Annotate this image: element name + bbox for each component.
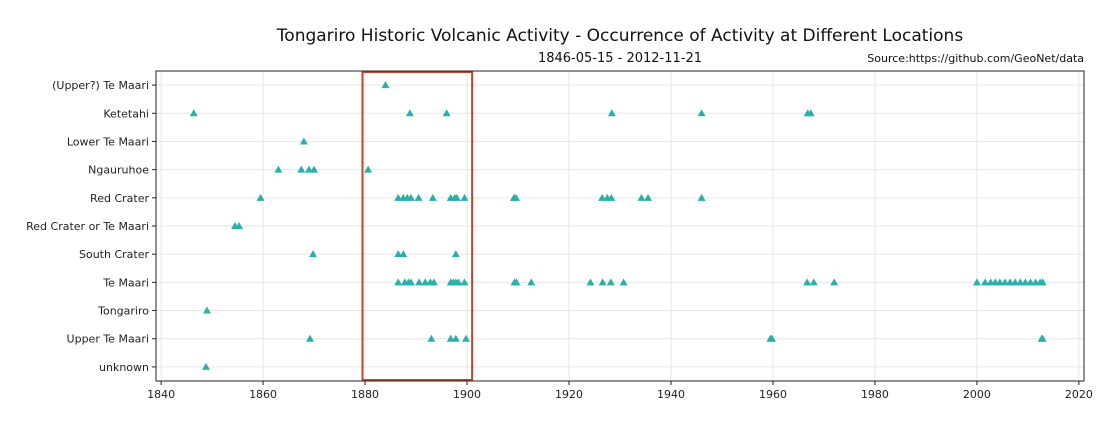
chart-title: Tongariro Historic Volcanic Activity - O… bbox=[276, 26, 964, 46]
data-point bbox=[394, 250, 403, 258]
data-point bbox=[972, 278, 981, 286]
data-point bbox=[202, 306, 211, 314]
highlight-box bbox=[361, 71, 474, 381]
data-point bbox=[421, 278, 430, 286]
data-point bbox=[309, 250, 318, 258]
data-point bbox=[981, 278, 990, 286]
data-point bbox=[1021, 278, 1030, 286]
data-point bbox=[803, 278, 812, 286]
data-point bbox=[442, 109, 451, 117]
data-point bbox=[406, 193, 415, 201]
data-point bbox=[381, 81, 390, 89]
data-point bbox=[427, 334, 436, 342]
data-point bbox=[1000, 278, 1009, 286]
data-point bbox=[830, 278, 839, 286]
x-tick-label: 1860 bbox=[249, 388, 277, 401]
data-point bbox=[452, 193, 461, 201]
x-axis: 1840 1860 1880 1900 1920 1940 1960 1980 2000 2020 bbox=[147, 381, 1093, 401]
data-point bbox=[598, 278, 607, 286]
data-point bbox=[697, 109, 706, 117]
data-point bbox=[256, 193, 265, 201]
y-tick-label: (Upper?) Te Maari bbox=[52, 79, 149, 92]
data-point bbox=[454, 278, 463, 286]
data-point bbox=[644, 193, 653, 201]
x-tick-label: 2020 bbox=[1065, 388, 1093, 401]
data-point bbox=[235, 222, 244, 229]
data-points bbox=[189, 81, 1047, 370]
x-tick-label: 1980 bbox=[861, 388, 889, 401]
data-point bbox=[274, 165, 283, 173]
y-tick-label: Tongariro bbox=[97, 305, 149, 318]
data-point bbox=[809, 278, 818, 286]
data-point bbox=[995, 278, 1004, 286]
y-axis: (Upper?) Te Maari Ketetahi Lower Te Maari N… bbox=[26, 79, 156, 374]
data-point bbox=[607, 109, 616, 117]
data-point bbox=[189, 109, 198, 117]
data-point bbox=[399, 250, 408, 258]
y-tick-label: Red Crater bbox=[90, 192, 149, 205]
data-point bbox=[1011, 278, 1020, 286]
data-point bbox=[451, 250, 460, 258]
data-point bbox=[619, 278, 628, 286]
data-point bbox=[1006, 278, 1015, 286]
data-point bbox=[394, 278, 403, 286]
data-point bbox=[394, 193, 403, 201]
x-tick-label: 2000 bbox=[963, 388, 991, 401]
grid bbox=[156, 71, 1084, 381]
y-tick-label: unknown bbox=[99, 361, 149, 374]
data-point bbox=[462, 334, 471, 342]
data-point bbox=[310, 165, 319, 173]
data-point bbox=[297, 165, 306, 173]
data-point bbox=[607, 193, 616, 201]
y-tick-label: Lower Te Maari bbox=[67, 135, 149, 148]
x-tick-label: 1920 bbox=[555, 388, 583, 401]
data-point bbox=[806, 109, 815, 117]
data-point bbox=[414, 193, 423, 201]
data-point bbox=[405, 109, 414, 117]
y-tick-label: South Crater bbox=[79, 248, 149, 261]
x-tick-label: 1900 bbox=[453, 388, 481, 401]
x-tick-label: 1960 bbox=[759, 388, 787, 401]
data-point bbox=[201, 362, 210, 370]
x-tick-label: 1840 bbox=[147, 388, 175, 401]
data-point bbox=[1038, 334, 1047, 342]
data-point bbox=[512, 278, 521, 286]
data-point bbox=[767, 334, 776, 342]
data-point bbox=[406, 278, 415, 286]
data-point bbox=[460, 193, 469, 201]
data-point bbox=[1026, 278, 1035, 286]
x-tick-label: 1880 bbox=[351, 388, 379, 401]
data-point bbox=[1038, 278, 1047, 286]
data-point bbox=[446, 334, 455, 342]
data-point bbox=[429, 278, 438, 286]
y-tick-label: Upper Te Maari bbox=[67, 333, 149, 346]
data-point bbox=[451, 334, 460, 342]
data-point bbox=[428, 193, 437, 201]
y-tick-label: Te Maari bbox=[102, 276, 149, 289]
y-tick-label: Ketetahi bbox=[103, 107, 149, 120]
data-point bbox=[598, 193, 607, 201]
data-point bbox=[606, 278, 615, 286]
data-point bbox=[1016, 278, 1025, 286]
data-point bbox=[527, 278, 536, 286]
data-point bbox=[415, 278, 424, 286]
source-note: Source:https://github.com/GeoNet/data bbox=[867, 52, 1084, 65]
y-tick-label: Red Crater or Te Maari bbox=[26, 220, 149, 233]
y-tick-label: Ngauruhoe bbox=[88, 164, 149, 177]
data-point bbox=[304, 165, 313, 173]
chart-subtitle: 1846-05-15 - 2012-11-21 bbox=[537, 51, 703, 66]
data-point bbox=[586, 278, 595, 286]
data-point bbox=[299, 137, 308, 145]
data-point bbox=[364, 165, 373, 173]
data-point bbox=[511, 193, 520, 201]
data-point bbox=[305, 334, 314, 342]
x-tick-label: 1940 bbox=[657, 388, 685, 401]
highlight-box-layer bbox=[361, 71, 474, 381]
data-point bbox=[697, 193, 706, 201]
data-point bbox=[637, 193, 646, 201]
data-point bbox=[460, 278, 469, 286]
